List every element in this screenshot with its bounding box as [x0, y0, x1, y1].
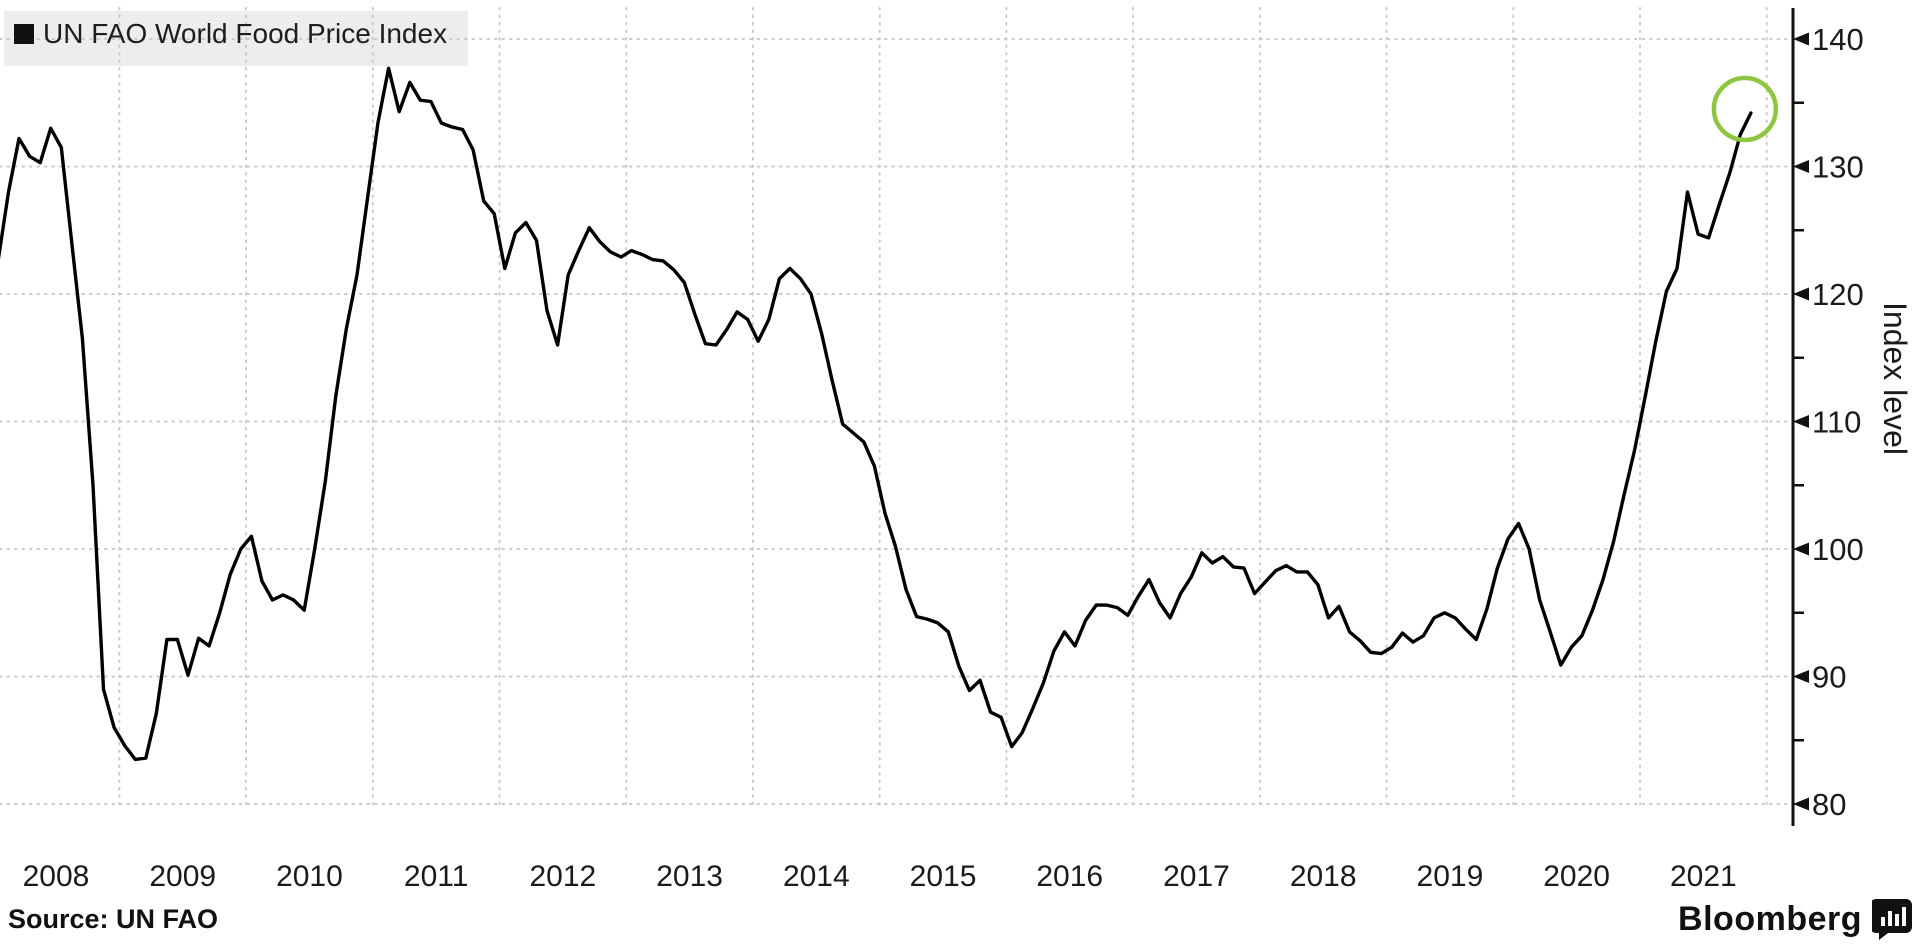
x-axis-label: 2015: [910, 860, 977, 893]
y-tick-label: 110: [1812, 405, 1861, 440]
chart-legend: UN FAO World Food Price Index: [14, 18, 447, 50]
y-major-tick: [1793, 797, 1809, 811]
x-axis-label: 2013: [656, 860, 723, 893]
y-major-tick: [1793, 670, 1809, 683]
x-axis-label: 2012: [530, 860, 597, 893]
x-axis-label: 2008: [23, 860, 90, 893]
bloomberg-wordmark: Bloomberg: [1678, 899, 1862, 938]
y-tick-label: 90: [1812, 660, 1846, 695]
x-axis-label: 2018: [1290, 860, 1357, 893]
x-axis-label: 2020: [1543, 860, 1610, 893]
y-axis-title: Index level: [1877, 302, 1913, 455]
source-note: Source: UN FAO: [8, 904, 219, 934]
x-axis-label: 2021: [1670, 860, 1737, 893]
index-line: [0, 66, 1753, 762]
x-axis-label: 2010: [276, 860, 343, 893]
y-major-tick: [1793, 160, 1809, 173]
y-major-tick: [1793, 32, 1809, 46]
legend-label: UN FAO World Food Price Index: [43, 18, 448, 49]
latest-point-highlight-circle: [1711, 75, 1779, 143]
legend-swatch-icon: [14, 24, 34, 44]
y-tick-label: 130: [1812, 150, 1864, 185]
y-tick-label: 140: [1812, 22, 1864, 57]
y-axis: 80 90 100 110 120 130 140: [1791, 8, 1864, 826]
x-axis-label: 2011: [404, 860, 469, 893]
y-tick-label: 80: [1812, 787, 1846, 822]
y-tick-label: 100: [1812, 532, 1864, 567]
x-axis-label: 2009: [149, 860, 216, 893]
x-axis-label: 2019: [1417, 860, 1484, 893]
bloomberg-terminal-icon: [1872, 899, 1912, 940]
x-axis-label: 2017: [1163, 860, 1230, 893]
y-major-tick: [1793, 542, 1809, 556]
x-axis-label: 2016: [1036, 860, 1103, 893]
y-major-tick: [1793, 415, 1809, 428]
y-tick-label: 120: [1812, 277, 1864, 312]
bloomberg-branding: Bloomberg: [1678, 898, 1912, 940]
gridlines: [0, 7, 1794, 805]
x-axis: 2008 2009 2010 2011 2012 2013 2014 2015 2016 2017…: [23, 860, 1737, 893]
x-axis-label: 2014: [783, 860, 850, 893]
y-major-tick: [1793, 287, 1809, 301]
